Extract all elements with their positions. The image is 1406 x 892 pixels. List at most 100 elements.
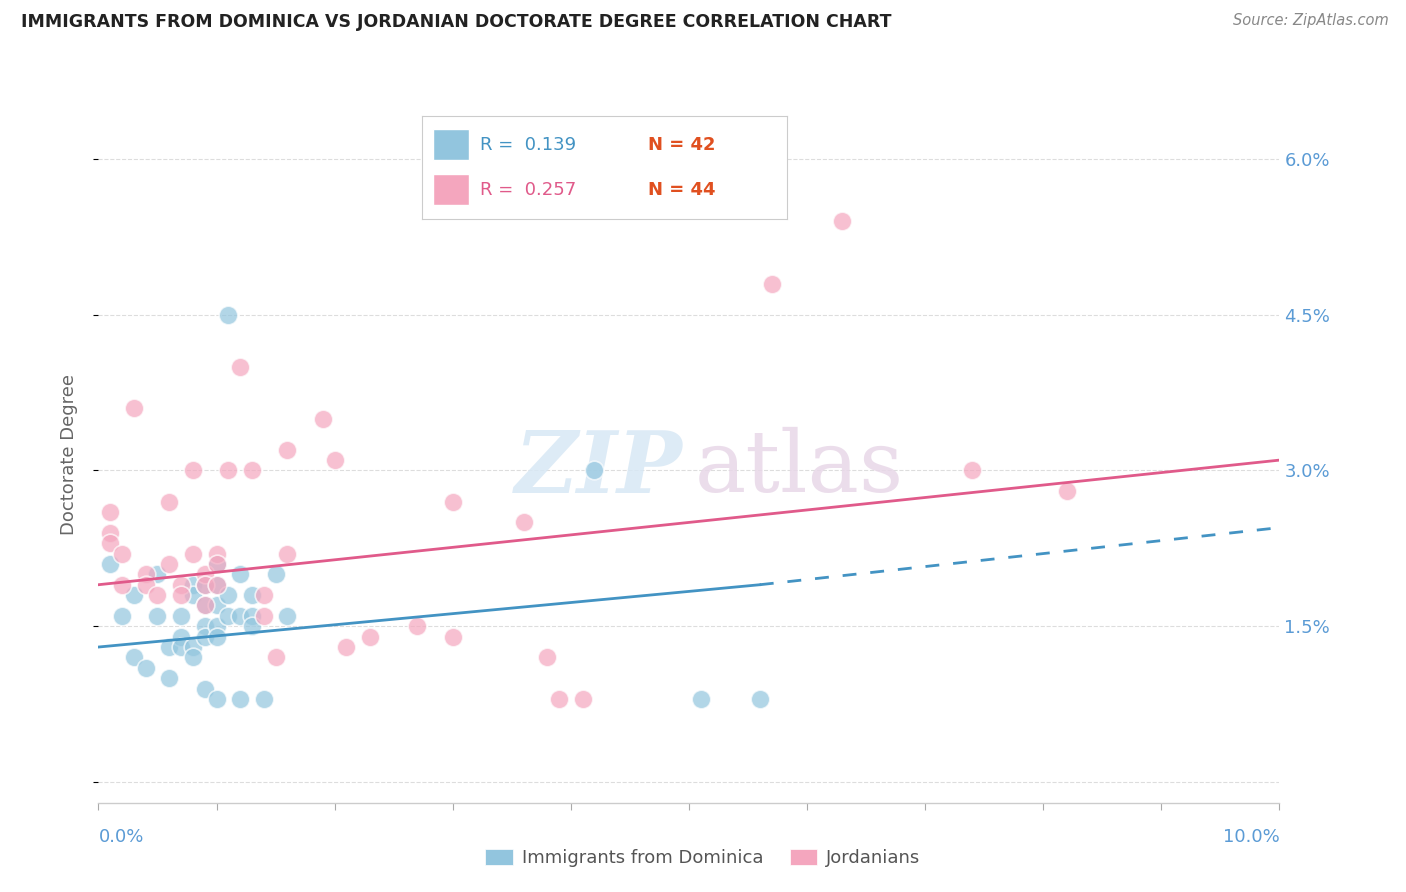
Y-axis label: Doctorate Degree: Doctorate Degree [59,375,77,535]
Point [205,599,228,613]
Point [111,547,134,561]
Point [264,567,287,582]
Point [217,588,239,602]
Point [194,619,217,633]
Point [194,567,217,582]
Point [748,692,770,706]
Point [181,547,204,561]
Point [253,588,276,602]
Point [571,692,593,706]
Point [205,557,228,571]
Point [181,588,204,602]
Point [217,608,239,623]
Text: 10.0%: 10.0% [1223,828,1279,846]
Point [205,557,228,571]
Point [359,630,381,644]
Legend: Immigrants from Dominica, Jordanians: Immigrants from Dominica, Jordanians [478,841,928,874]
Point [146,608,169,623]
Text: R =  0.139: R = 0.139 [481,136,576,153]
Point [229,692,252,706]
Point [217,463,239,477]
Point [536,650,558,665]
Text: ZIP: ZIP [515,427,683,510]
Point [122,650,145,665]
Point [276,547,298,561]
Point [98,505,121,519]
Point [135,661,157,675]
Point [146,567,169,582]
Point [323,453,346,467]
Point [194,681,217,696]
Point [205,578,228,592]
Point [98,525,121,540]
Point [962,463,984,477]
Point [831,214,853,228]
Point [135,567,157,582]
Point [205,547,228,561]
Point [170,640,193,654]
Point [170,608,193,623]
Point [276,442,298,457]
Text: IMMIGRANTS FROM DOMINICA VS JORDANIAN DOCTORATE DEGREE CORRELATION CHART: IMMIGRANTS FROM DOMINICA VS JORDANIAN DO… [21,13,891,31]
Point [181,640,204,654]
Point [205,692,228,706]
Point [170,588,193,602]
Point [194,599,217,613]
Point [240,588,263,602]
Bar [433,175,470,205]
Point [146,588,169,602]
Point [229,608,252,623]
Point [170,630,193,644]
Point [122,401,145,416]
Point [229,359,252,374]
Point [205,578,228,592]
Point [761,277,783,291]
Point [157,494,180,508]
Point [217,308,239,322]
Point [335,640,357,654]
Point [157,557,180,571]
Point [170,578,193,592]
Point [229,567,252,582]
Point [111,608,134,623]
Point [240,608,263,623]
Point [312,411,335,425]
Point [98,536,121,550]
Bar [433,129,470,160]
Point [181,578,204,592]
Text: R =  0.257: R = 0.257 [481,181,576,199]
Point [181,463,204,477]
Point [441,494,464,508]
Point [240,619,263,633]
Text: Source: ZipAtlas.com: Source: ZipAtlas.com [1233,13,1389,29]
Point [157,671,180,685]
Point [276,608,298,623]
Point [194,578,217,592]
Point [1056,484,1078,499]
Point [194,599,217,613]
Point [205,630,228,644]
Point [253,608,276,623]
Point [583,463,606,477]
Point [253,692,276,706]
Point [111,578,134,592]
Point [181,650,204,665]
Point [194,578,217,592]
Text: N = 44: N = 44 [648,181,716,199]
Point [122,588,145,602]
Text: 0.0%: 0.0% [98,828,143,846]
Point [98,557,121,571]
Point [406,619,429,633]
Point [441,630,464,644]
Point [157,640,180,654]
Text: N = 42: N = 42 [648,136,716,153]
Point [240,463,263,477]
Text: atlas: atlas [695,427,904,510]
Point [194,630,217,644]
Point [512,516,534,530]
Point [264,650,287,665]
Point [135,578,157,592]
Point [548,692,571,706]
Point [689,692,711,706]
Point [205,619,228,633]
